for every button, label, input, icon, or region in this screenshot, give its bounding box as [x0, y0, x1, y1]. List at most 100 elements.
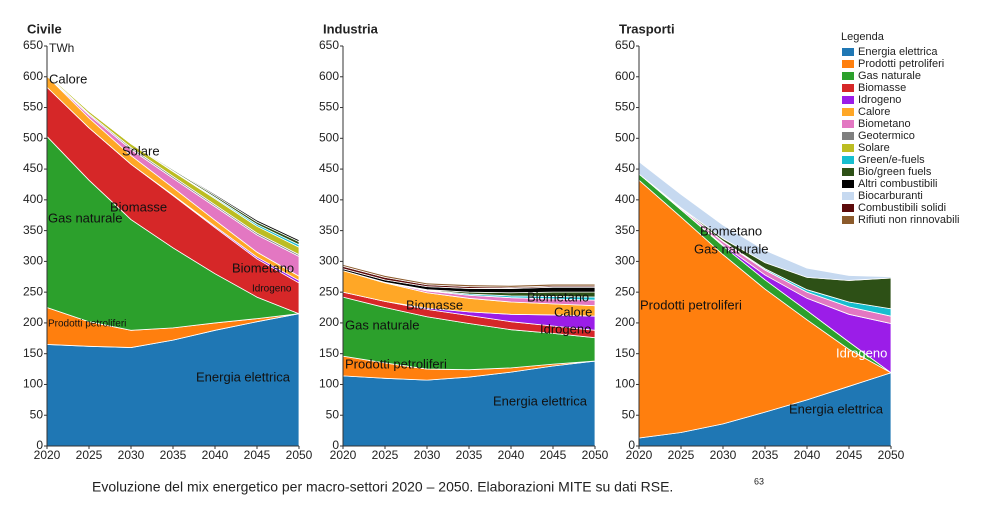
caption: Evoluzione del mix energetico per macro-… [92, 479, 673, 495]
legend-swatch [842, 48, 854, 56]
legend-label: Rifiuti non rinnovabili [858, 214, 960, 226]
legend-title: Legenda [841, 31, 885, 43]
chart-panel: Civile TWh 0 50 100 150 200 250 300 350 400 450 500 5… [23, 21, 313, 462]
x-tick-label: 2025 [668, 448, 695, 462]
y-tick-label: 400 [23, 192, 43, 206]
footnote: 63 [754, 476, 764, 486]
legend-label: Idrogeno [858, 94, 901, 106]
x-tick-label: 2040 [794, 448, 821, 462]
area-label: Biomasse [406, 297, 463, 312]
chart-title: Industria [323, 21, 379, 36]
legend-label: Biometano [858, 118, 911, 130]
y-tick-label: 0 [332, 438, 339, 452]
y-tick-label: 50 [30, 407, 44, 421]
area-label: Prodotti petroliferi [640, 297, 742, 312]
y-tick-label: 350 [23, 223, 43, 237]
y-tick-label: 150 [615, 346, 635, 360]
area-label: Prodotti petroliferi [345, 356, 447, 371]
area-label: Biometano [700, 223, 762, 238]
y-tick-label: 600 [23, 69, 43, 83]
x-tick-label: 2050 [878, 448, 905, 462]
legend-swatch [842, 96, 854, 104]
y-tick-label: 550 [23, 100, 43, 114]
legend-swatch [842, 60, 854, 68]
x-tick-label: 2045 [836, 448, 863, 462]
y-tick-label: 500 [615, 130, 635, 144]
area [46, 73, 300, 243]
chart-title: Trasporti [619, 21, 675, 36]
x-tick-label: 2035 [160, 448, 187, 462]
y-tick-label: 450 [23, 161, 43, 175]
y-tick-label: 100 [23, 377, 43, 391]
legend-swatch [842, 156, 854, 164]
legend-label: Geotermico [858, 130, 915, 142]
legend-swatch [842, 216, 854, 224]
legend-swatch [842, 144, 854, 152]
x-tick-label: 2025 [76, 448, 103, 462]
area-label: Calore [554, 304, 592, 319]
x-tick-label: 2020 [626, 448, 653, 462]
legend-label: Calore [858, 106, 890, 118]
y-tick-label: 450 [615, 161, 635, 175]
y-tick-label: 550 [615, 100, 635, 114]
area-label: Idrogeno [252, 284, 292, 295]
legend-swatch [842, 180, 854, 188]
x-tick-label: 2025 [372, 448, 399, 462]
x-tick-label: 2030 [414, 448, 441, 462]
area-label: Energia elettrica [196, 369, 291, 384]
legend-swatch [842, 192, 854, 200]
area-label: Gas naturale [694, 241, 768, 256]
area-label: Energia elettrica [493, 393, 588, 408]
legend-label: Combustibili solidi [858, 202, 946, 214]
legend-swatch [842, 72, 854, 80]
y-tick-label: 500 [319, 130, 339, 144]
area-label: Biometano [232, 260, 294, 275]
y-tick-label: 350 [319, 223, 339, 237]
y-tick-label: 200 [319, 315, 339, 329]
legend-swatch [842, 132, 854, 140]
x-tick-label: 2020 [34, 448, 61, 462]
y-tick-label: 450 [319, 161, 339, 175]
y-tick-label: 550 [319, 100, 339, 114]
y-axis-label: TWh [49, 41, 74, 55]
area-label: Solare [122, 143, 160, 158]
legend-label: Gas naturale [858, 70, 921, 82]
area-label: Idrogeno [836, 345, 887, 360]
y-tick-label: 250 [319, 284, 339, 298]
legend-label: Biomasse [858, 82, 906, 94]
y-tick-label: 500 [23, 130, 43, 144]
y-tick-label: 100 [615, 377, 635, 391]
y-tick-label: 400 [319, 192, 339, 206]
area-label: Gas naturale [345, 317, 419, 332]
y-tick-label: 200 [615, 315, 635, 329]
x-tick-label: 2035 [456, 448, 483, 462]
area-label: Prodotti petroliferi [48, 319, 126, 330]
legend-label: Bio/green fuels [858, 166, 932, 178]
y-tick-label: 0 [628, 438, 635, 452]
x-tick-label: 2045 [540, 448, 567, 462]
y-tick-label: 600 [319, 69, 339, 83]
legend-label: Prodotti petroliferi [858, 58, 944, 70]
area [638, 160, 892, 281]
y-tick-label: 250 [615, 284, 635, 298]
x-tick-label: 2050 [286, 448, 313, 462]
y-tick-label: 650 [319, 38, 339, 52]
y-tick-label: 650 [615, 38, 635, 52]
x-tick-label: 2040 [202, 448, 229, 462]
legend-label: Biocarburanti [858, 190, 923, 202]
legend-label: Altri combustibili [858, 178, 937, 190]
x-tick-label: 2040 [498, 448, 525, 462]
legend-swatch [842, 168, 854, 176]
y-tick-label: 50 [326, 407, 340, 421]
x-tick-label: 2035 [752, 448, 779, 462]
legend-label: Green/e-fuels [858, 154, 925, 166]
y-tick-label: 0 [36, 438, 43, 452]
area-label: Calore [49, 71, 87, 86]
legend-swatch [842, 120, 854, 128]
y-tick-label: 150 [23, 346, 43, 360]
x-tick-label: 2050 [582, 448, 609, 462]
y-tick-label: 200 [23, 315, 43, 329]
area-label: Idrogeno [540, 321, 591, 336]
area-label: Energia elettrica [789, 401, 884, 416]
